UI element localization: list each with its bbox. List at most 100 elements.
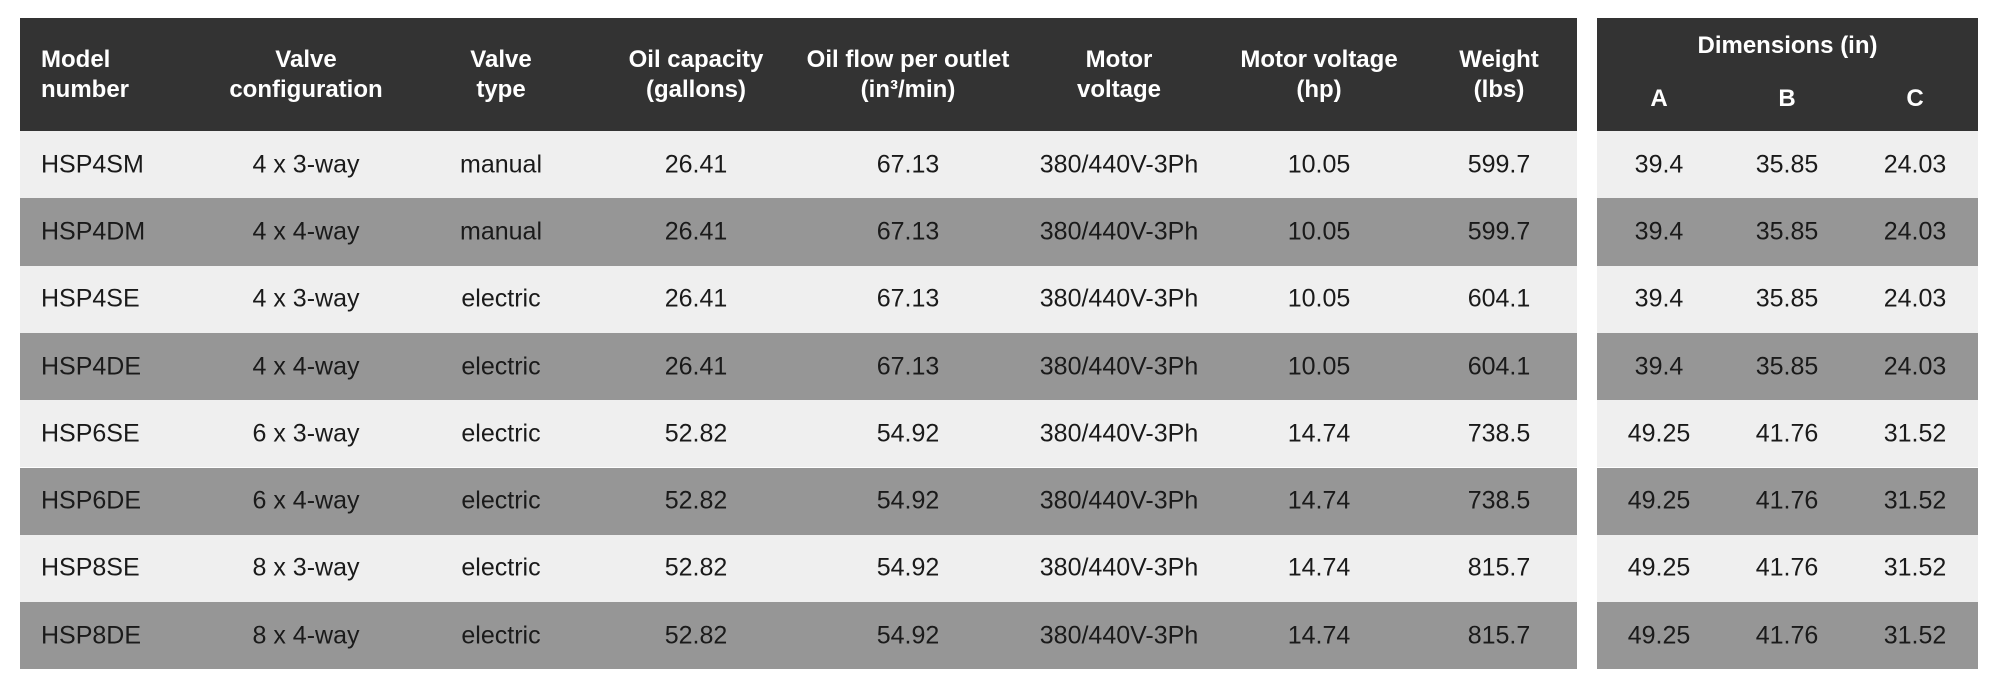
dimensions-header-bar <box>1597 18 1978 131</box>
header-line: Oil capacity <box>628 45 764 73</box>
cell: 815.7 <box>1467 621 1531 650</box>
cell: 14.74 <box>1287 553 1351 582</box>
dimension-column-header: C <box>1906 85 1924 112</box>
dimensions-title: Dimensions (in) <box>1697 32 1878 59</box>
table-row <box>20 131 1577 199</box>
cell: electric <box>461 553 541 582</box>
cell: 599.7 <box>1467 150 1531 179</box>
cell: 10.05 <box>1287 352 1351 381</box>
cell: 67.13 <box>876 150 940 179</box>
cell: 31.52 <box>1883 553 1947 582</box>
header-line: Valve <box>470 45 532 73</box>
dimensions-row <box>1597 400 1978 468</box>
cell: 54.92 <box>876 553 940 582</box>
cell: 380/440V-3Ph <box>1039 284 1199 313</box>
dimensions-row <box>1597 534 1978 603</box>
cell: 54.92 <box>876 486 940 515</box>
cell: 10.05 <box>1287 150 1351 179</box>
cell: 52.82 <box>664 553 728 582</box>
column-header: Weight (lbs) <box>1459 45 1539 105</box>
table-row <box>20 332 1577 401</box>
cell: HSP6DE <box>41 486 142 515</box>
header-line: (hp) <box>1296 75 1342 103</box>
cell: 41.76 <box>1755 419 1819 448</box>
cell: 41.76 <box>1755 621 1819 650</box>
cell: 14.74 <box>1287 486 1351 515</box>
cell: 8 x 4-way <box>252 621 360 650</box>
cell: 41.76 <box>1755 486 1819 515</box>
column-header: Valve configuration <box>229 45 382 105</box>
header-line: Motor voltage <box>1240 45 1398 73</box>
cell: 380/440V-3Ph <box>1039 352 1199 381</box>
table-row <box>20 467 1577 535</box>
cell: electric <box>461 352 541 381</box>
header-line: (gallons) <box>645 75 746 103</box>
cell: 26.41 <box>664 217 728 246</box>
cell: 67.13 <box>876 217 940 246</box>
column-header: Oil capacity (gallons) <box>629 45 764 105</box>
cell: 380/440V-3Ph <box>1039 486 1199 515</box>
cell: 815.7 <box>1467 553 1531 582</box>
cell: 4 x 4-way <box>252 352 360 381</box>
cell: 31.52 <box>1883 486 1947 515</box>
cell: 41.76 <box>1755 553 1819 582</box>
cell: 26.41 <box>664 150 728 179</box>
cell: 599.7 <box>1467 217 1531 246</box>
column-header: Motor voltage (hp) <box>1240 45 1397 105</box>
cell: 24.03 <box>1883 217 1947 246</box>
cell: 67.13 <box>876 352 940 381</box>
cell: 49.25 <box>1627 486 1691 515</box>
column-header: Model number <box>41 45 129 105</box>
dimensions-row <box>1597 602 1978 670</box>
cell: 4 x 4-way <box>252 217 360 246</box>
header-line: Oil flow per outlet <box>806 45 1010 73</box>
cell: 35.85 <box>1755 217 1819 246</box>
cell: 39.4 <box>1634 150 1684 179</box>
cell: electric <box>461 284 541 313</box>
cell: electric <box>461 486 541 515</box>
cell: 604.1 <box>1467 352 1531 381</box>
cell: 49.25 <box>1627 621 1691 650</box>
dimensions-row <box>1597 198 1978 266</box>
column-header: Motor voltage <box>1077 45 1161 105</box>
header-line: Valve <box>275 45 337 73</box>
header-line: Weight <box>1459 45 1539 73</box>
cell: HSP4DM <box>41 217 146 246</box>
table-row <box>20 400 1577 468</box>
cell: 6 x 4-way <box>252 486 360 515</box>
cell: HSP6SE <box>41 419 140 448</box>
table-row <box>20 602 1577 670</box>
cell: 31.52 <box>1883 621 1947 650</box>
cell: 52.82 <box>664 419 728 448</box>
dimension-column-header: A <box>1650 85 1668 112</box>
header-line: configuration <box>229 75 383 103</box>
cell: 10.05 <box>1287 217 1351 246</box>
cell: 380/440V-3Ph <box>1039 150 1199 179</box>
cell: 14.74 <box>1287 419 1351 448</box>
header-line: (lbs) <box>1473 75 1525 103</box>
cell: 6 x 3-way <box>252 419 360 448</box>
cell: 26.41 <box>664 352 728 381</box>
cell: electric <box>461 621 541 650</box>
cell: HSP8DE <box>41 621 142 650</box>
dimensions-row <box>1597 131 1978 199</box>
column-header: Valve type <box>470 45 531 105</box>
cell: 54.92 <box>876 621 940 650</box>
cell: 380/440V-3Ph <box>1039 553 1199 582</box>
cell: 67.13 <box>876 284 940 313</box>
dimensions-row <box>1597 332 1978 401</box>
cell: 380/440V-3Ph <box>1039 217 1199 246</box>
header-line: Motor <box>1085 45 1153 73</box>
cell: 380/440V-3Ph <box>1039 621 1199 650</box>
column-header: Oil flow per outlet (in³/min) <box>807 45 1010 105</box>
cell: 24.03 <box>1883 284 1947 313</box>
cell: HSP4SM <box>41 150 144 179</box>
cell: HSP4SE <box>41 284 140 313</box>
cell: 35.85 <box>1755 352 1819 381</box>
header-line: Model <box>41 45 111 73</box>
table-row <box>20 534 1577 603</box>
cell: 4 x 3-way <box>252 284 360 313</box>
cell: 738.5 <box>1467 419 1531 448</box>
cell: 49.25 <box>1627 553 1691 582</box>
